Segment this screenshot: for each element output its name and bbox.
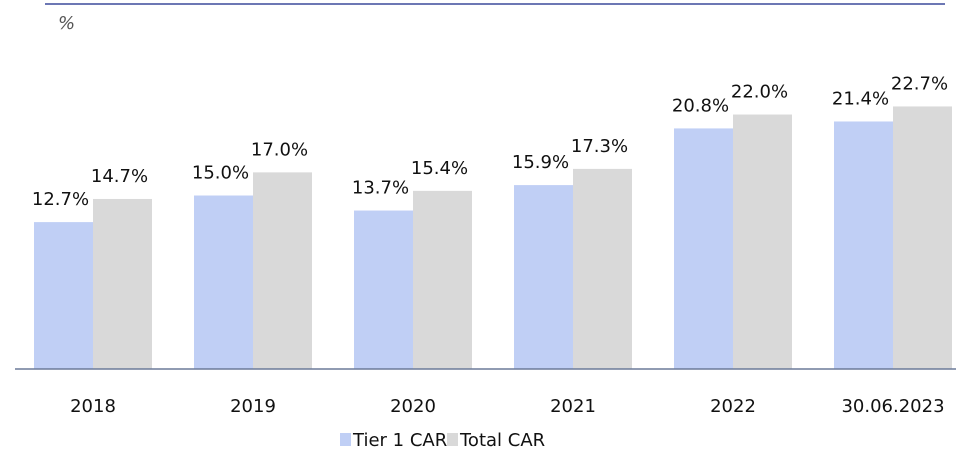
bar bbox=[893, 106, 952, 369]
bar bbox=[253, 172, 312, 369]
bar bbox=[573, 168, 632, 369]
value-label: 17.0% bbox=[251, 139, 308, 160]
bar bbox=[674, 128, 733, 369]
bar bbox=[194, 195, 253, 369]
value-label: 15.9% bbox=[512, 152, 569, 173]
legend-label: Tier 1 CAR bbox=[352, 430, 447, 451]
unit-label: % bbox=[58, 13, 75, 34]
bar bbox=[34, 222, 93, 369]
value-label: 21.4% bbox=[832, 88, 889, 109]
value-label: 15.4% bbox=[411, 158, 468, 179]
bar bbox=[413, 190, 472, 369]
x-tick-label: 2022 bbox=[710, 396, 756, 417]
value-label: 22.7% bbox=[891, 73, 948, 94]
value-label: 17.3% bbox=[571, 136, 628, 157]
value-label: 20.8% bbox=[672, 95, 729, 116]
legend-label: Total CAR bbox=[459, 430, 545, 451]
value-label: 15.0% bbox=[192, 163, 249, 184]
bar bbox=[514, 185, 573, 369]
x-tick-label: 2021 bbox=[550, 396, 596, 417]
bar bbox=[93, 198, 152, 369]
x-tick-label: 30.06.2023 bbox=[841, 396, 944, 417]
x-tick-label: 2018 bbox=[70, 396, 116, 417]
value-label: 13.7% bbox=[352, 178, 409, 199]
bar bbox=[733, 114, 792, 370]
x-tick-label: 2019 bbox=[230, 396, 276, 417]
legend-swatch bbox=[447, 433, 458, 446]
value-label: 14.7% bbox=[91, 166, 148, 187]
bar bbox=[834, 121, 893, 370]
legend-swatch bbox=[340, 433, 351, 446]
bar bbox=[354, 210, 413, 369]
x-tick-label: 2020 bbox=[390, 396, 436, 417]
value-label: 22.0% bbox=[731, 82, 788, 103]
value-label: 12.7% bbox=[32, 189, 89, 210]
